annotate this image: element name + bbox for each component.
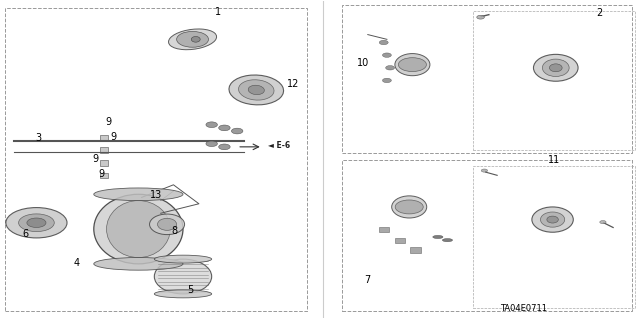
Circle shape — [19, 214, 54, 232]
Ellipse shape — [154, 259, 212, 294]
Ellipse shape — [94, 194, 183, 264]
Text: 5: 5 — [187, 285, 193, 295]
Ellipse shape — [94, 257, 183, 270]
Circle shape — [386, 66, 394, 70]
Circle shape — [177, 32, 209, 47]
Text: 9: 9 — [99, 169, 104, 179]
Text: 8: 8 — [172, 226, 178, 236]
Bar — [100, 135, 108, 141]
Text: 12: 12 — [287, 79, 300, 89]
Ellipse shape — [442, 239, 452, 242]
Circle shape — [219, 125, 230, 131]
Bar — [100, 173, 108, 178]
Circle shape — [600, 220, 606, 224]
Circle shape — [395, 200, 423, 214]
Bar — [379, 226, 389, 232]
Text: 7: 7 — [365, 275, 371, 285]
Circle shape — [6, 208, 67, 238]
Ellipse shape — [534, 54, 578, 81]
Ellipse shape — [94, 188, 183, 201]
Ellipse shape — [229, 75, 284, 105]
Text: 9: 9 — [93, 154, 99, 164]
Text: 9: 9 — [111, 132, 116, 142]
Circle shape — [206, 122, 218, 128]
Text: 3: 3 — [35, 133, 42, 143]
Text: TA04E0711: TA04E0711 — [500, 304, 547, 313]
Ellipse shape — [239, 80, 274, 100]
Bar — [100, 160, 108, 166]
Circle shape — [481, 169, 488, 172]
Ellipse shape — [542, 59, 569, 77]
Text: 11: 11 — [548, 155, 561, 165]
Text: 9: 9 — [106, 117, 111, 127]
Ellipse shape — [248, 85, 264, 95]
Circle shape — [383, 53, 392, 57]
Bar — [100, 147, 108, 153]
Text: 1: 1 — [215, 7, 221, 18]
Bar — [394, 238, 404, 243]
Ellipse shape — [540, 212, 564, 227]
Circle shape — [27, 218, 46, 227]
Circle shape — [380, 40, 388, 45]
Circle shape — [219, 144, 230, 150]
Text: 10: 10 — [357, 58, 369, 68]
Ellipse shape — [392, 196, 427, 218]
Text: ◄ E-6: ◄ E-6 — [268, 141, 290, 150]
Ellipse shape — [106, 201, 170, 257]
Ellipse shape — [191, 36, 200, 42]
Ellipse shape — [549, 64, 562, 72]
Circle shape — [206, 141, 218, 146]
Ellipse shape — [395, 54, 430, 76]
Text: 6: 6 — [22, 229, 29, 239]
Ellipse shape — [433, 235, 443, 239]
Ellipse shape — [154, 255, 212, 263]
Ellipse shape — [154, 290, 212, 298]
Ellipse shape — [157, 218, 177, 230]
Ellipse shape — [168, 29, 216, 50]
Bar — [410, 247, 420, 253]
Text: 4: 4 — [74, 258, 79, 268]
Text: 13: 13 — [150, 190, 162, 200]
Ellipse shape — [547, 216, 558, 223]
Circle shape — [398, 58, 426, 71]
Ellipse shape — [150, 214, 184, 234]
Text: 2: 2 — [596, 8, 602, 18]
Circle shape — [232, 128, 243, 134]
Circle shape — [383, 78, 392, 83]
Circle shape — [477, 15, 484, 19]
Ellipse shape — [532, 207, 573, 232]
